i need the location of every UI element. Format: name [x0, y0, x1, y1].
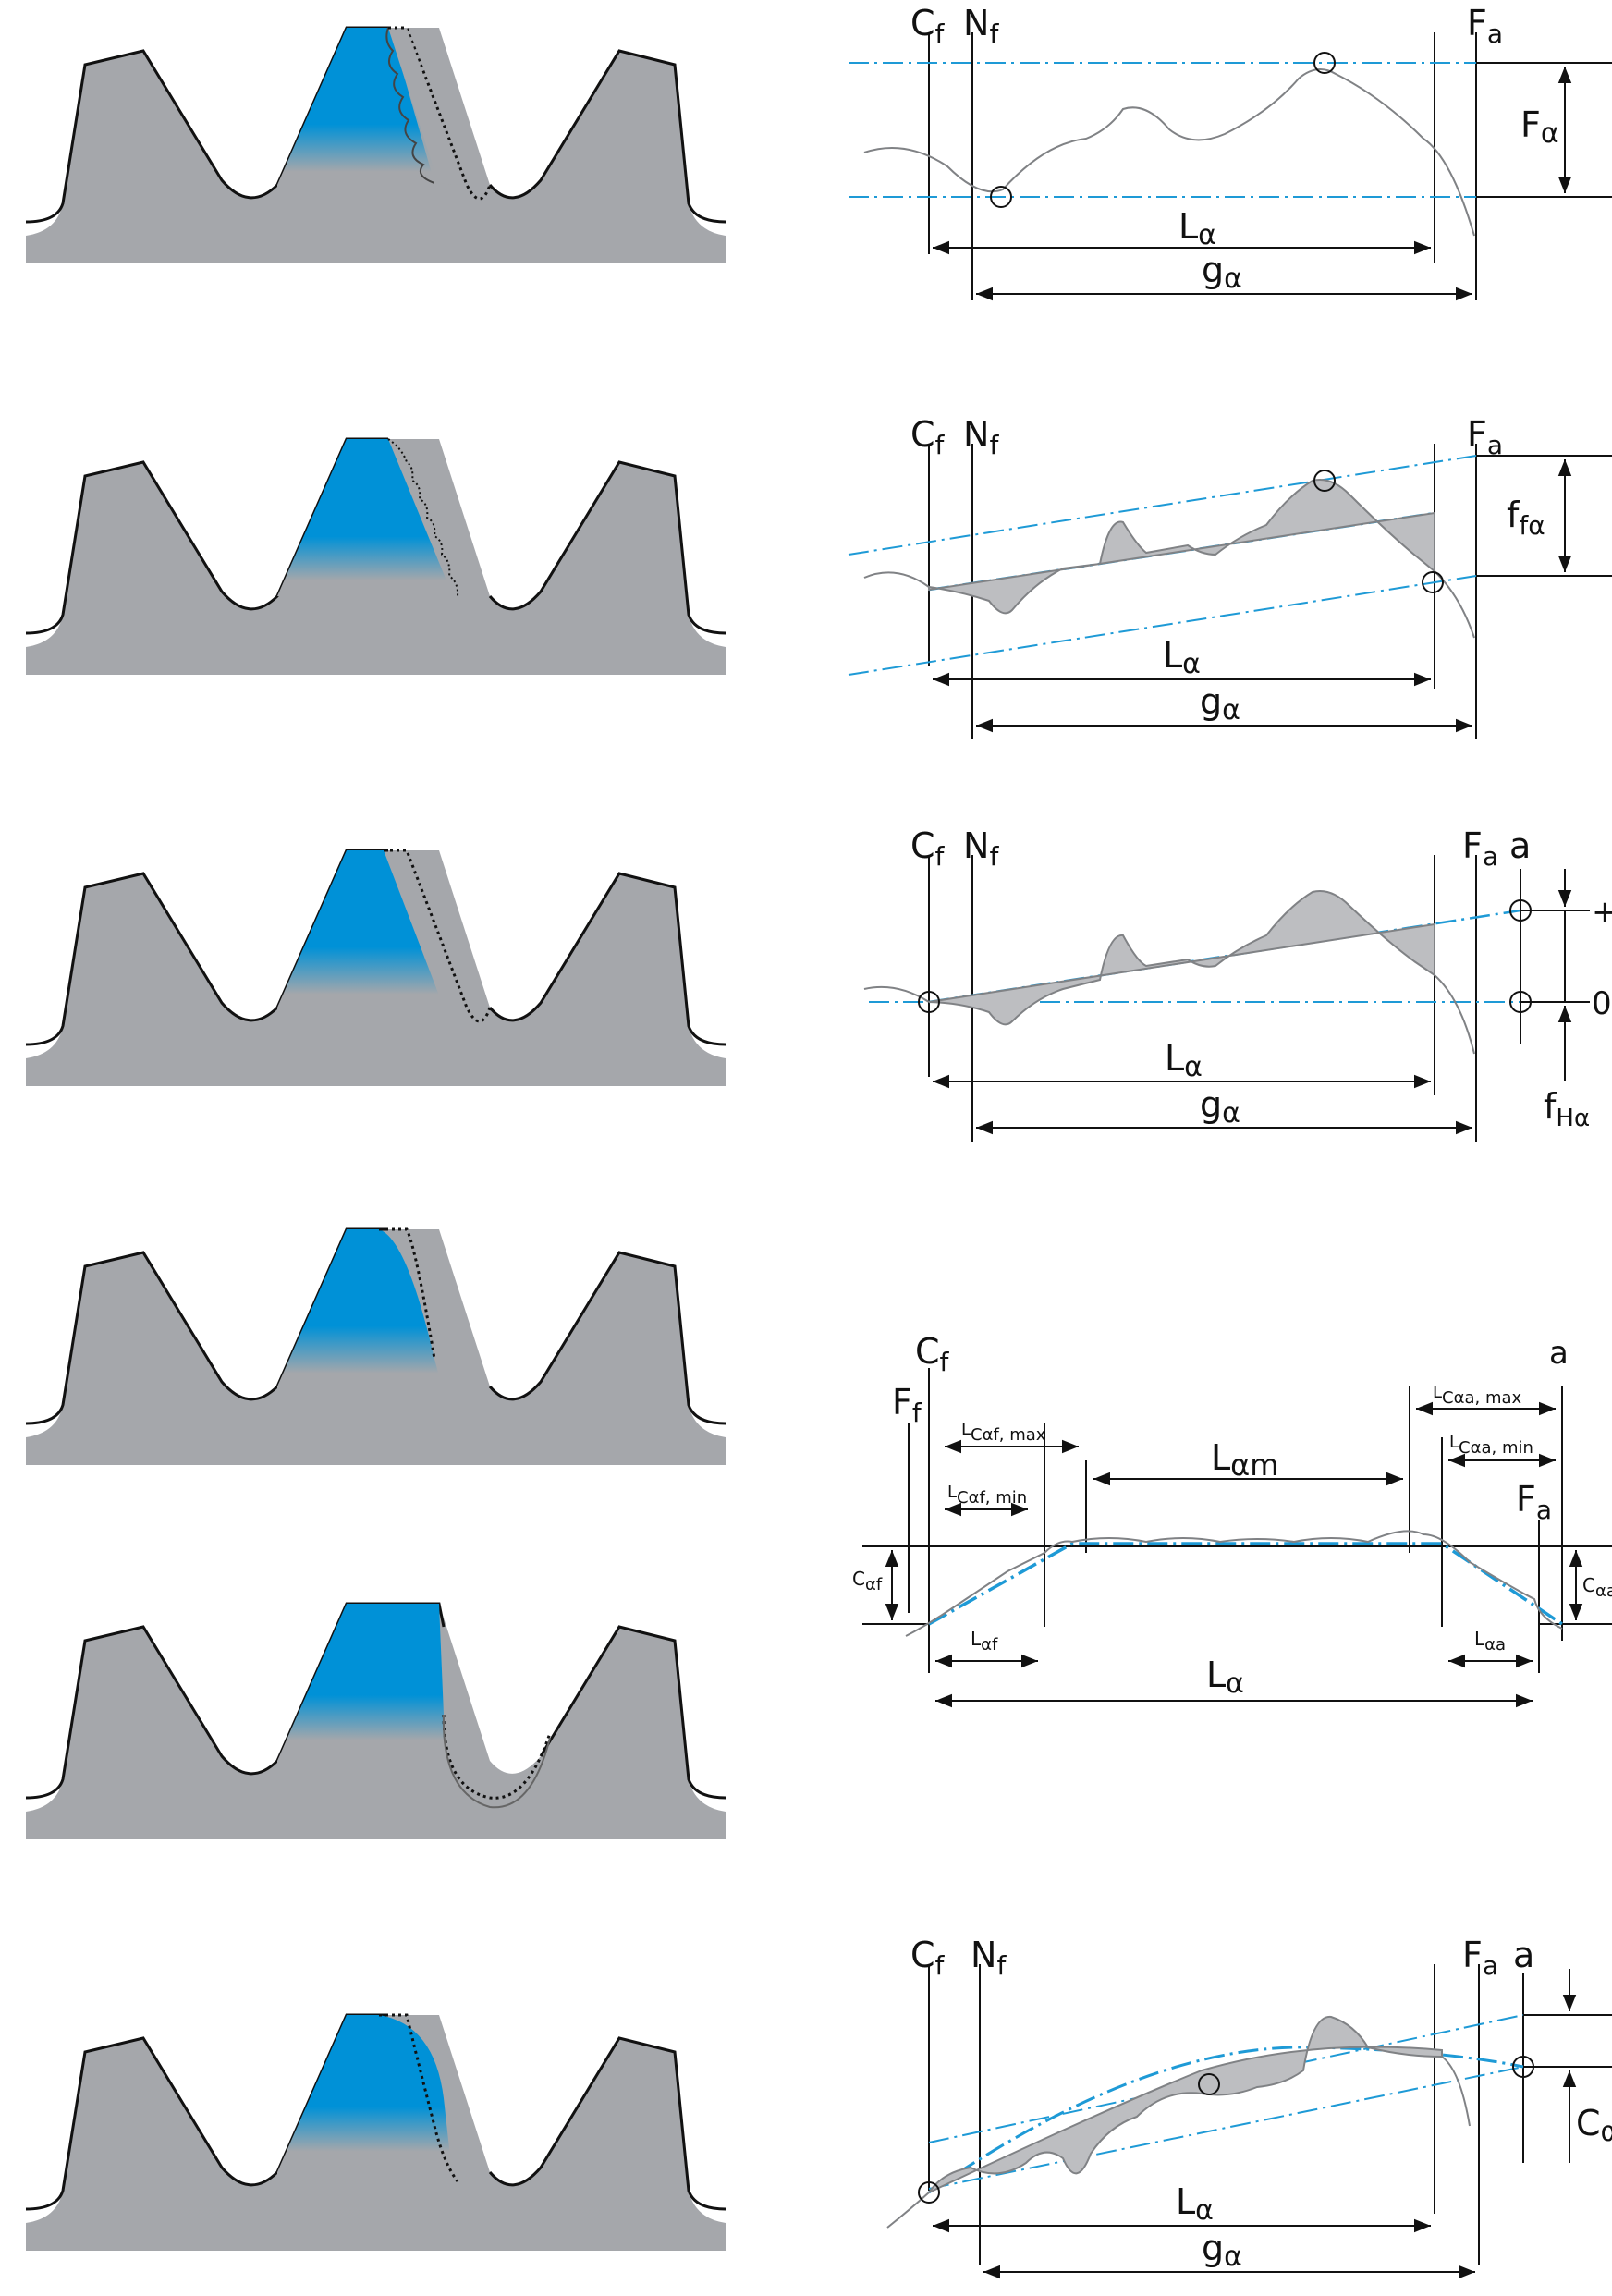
- profile-chart-crowning: Cf Nf Fa a Cα Lα gα: [886, 1935, 1612, 2279]
- svg-text:a: a: [1509, 825, 1531, 866]
- svg-text:Fa: Fa: [1462, 1935, 1498, 1981]
- tooth-flank-blue: [277, 1229, 442, 1405]
- profile-chart-slope-deviation: Cf Nf Fa a + 0 fHα Lα gα: [863, 825, 1612, 1142]
- svg-text:Fa: Fa: [1467, 414, 1503, 460]
- gear-outline: [25, 26, 727, 224]
- svg-text:Cf: Cf: [910, 825, 946, 872]
- svg-text:a: a: [1513, 1935, 1534, 1975]
- measured-profile-line: [905, 1530, 1563, 1637]
- svg-text:Cf: Cf: [910, 1935, 946, 1981]
- svg-text:Lαm: Lαm: [1211, 1437, 1278, 1483]
- svg-text:Lα: Lα: [1178, 206, 1216, 251]
- svg-text:Fa: Fa: [1467, 3, 1503, 49]
- measured-profile-line: [863, 570, 1475, 639]
- svg-text:Fa: Fa: [1462, 825, 1498, 872]
- gear-4: [25, 1227, 727, 1465]
- min-point-marker: [990, 186, 1012, 208]
- tooth-flank-blue: [277, 28, 439, 203]
- gear-2: [25, 437, 727, 675]
- svg-text:gα: gα: [1200, 1084, 1240, 1130]
- deviation-shading: [928, 479, 1435, 615]
- crowning-curve-blue: [928, 2046, 1524, 2194]
- svg-text:LCαf, min: LCαf, min: [947, 1483, 1027, 1508]
- tooth-flank-blue: [277, 439, 453, 596]
- gear-6: [25, 2013, 727, 2251]
- nominal-profile-dotted: [388, 26, 492, 201]
- svg-text:Ff: Ff: [892, 1382, 922, 1428]
- svg-text:Nf: Nf: [963, 3, 999, 49]
- root-profile-dotted: [442, 1714, 552, 1800]
- start-point-marker: [918, 2181, 940, 2204]
- measured-profile-wavy: [385, 27, 435, 184]
- svg-text:LCαa, min: LCαa, min: [1449, 1433, 1533, 1458]
- profile-chart-tip-root-relief: Cf Ff a Fa LCαf, max LCαf, min Lαm LCαa,…: [852, 1331, 1612, 1708]
- svg-text:a: a: [1549, 1335, 1569, 1372]
- svg-text:Cf: Cf: [915, 1331, 950, 1377]
- start-point-marker: [918, 991, 940, 1013]
- relief-line-blue: [928, 1542, 1563, 1626]
- max-point-marker: [1313, 52, 1336, 74]
- svg-text:Cf: Cf: [910, 414, 946, 460]
- svg-text:Lαa: Lαa: [1474, 1628, 1506, 1655]
- pattern-shade: [393, 28, 462, 185]
- svg-text:fHα: fHα: [1544, 1086, 1590, 1132]
- svg-text:Nf: Nf: [963, 414, 999, 460]
- svg-text:+: +: [1592, 894, 1612, 931]
- svg-text:LCαf, max: LCαf, max: [961, 1420, 1046, 1445]
- svg-text:ffα: ffα: [1507, 495, 1545, 541]
- svg-text:Lαf: Lαf: [971, 1628, 998, 1655]
- end-point-lower-marker: [1509, 991, 1532, 1013]
- svg-text:Fα: Fα: [1520, 104, 1559, 150]
- mid-point-marker: [1198, 2073, 1220, 2095]
- gear-1: [25, 26, 727, 263]
- svg-text:0: 0: [1592, 985, 1612, 1022]
- svg-text:Lα: Lα: [1163, 635, 1201, 680]
- deviation-shading: [928, 890, 1435, 1026]
- svg-text:Lα: Lα: [1176, 2181, 1214, 2227]
- svg-text:Cαf: Cαf: [852, 1568, 883, 1594]
- svg-text:gα: gα: [1202, 250, 1242, 295]
- measured-profile-line: [863, 68, 1475, 237]
- svg-text:Nf: Nf: [963, 825, 999, 872]
- svg-text:gα: gα: [1202, 2228, 1242, 2273]
- tooth-flank-blue: [277, 850, 444, 1026]
- svg-text:LCαa, max: LCαa, max: [1433, 1383, 1522, 1408]
- svg-text:Cαa: Cαa: [1582, 1574, 1612, 1601]
- max-point-marker: [1313, 470, 1336, 492]
- svg-text:Fa: Fa: [1516, 1479, 1552, 1525]
- gear-3: [25, 849, 727, 1086]
- end-point-marker: [1512, 2056, 1534, 2078]
- svg-text:Lα: Lα: [1206, 1655, 1244, 1700]
- profile-chart-total-deviation: Cf Nf Fa Fα Lα gα: [849, 3, 1612, 301]
- deviation-shading: [926, 2015, 1443, 2195]
- svg-text:Cf: Cf: [910, 3, 946, 49]
- min-point-marker: [1422, 571, 1444, 593]
- tooth-flank-blue: [277, 2015, 453, 2181]
- gear-5: [25, 1602, 727, 1839]
- end-point-upper-marker: [1509, 899, 1532, 922]
- tooth-flank-blue: [277, 1604, 444, 1770]
- svg-text:Nf: Nf: [971, 1935, 1007, 1981]
- svg-text:gα: gα: [1200, 681, 1240, 727]
- measured-profile-wavy: [387, 438, 459, 597]
- profile-chart-form-deviation: Cf Nf Fa ffα Lα gα: [848, 414, 1612, 739]
- svg-text:Lα: Lα: [1165, 1038, 1203, 1083]
- svg-text:Cα: Cα: [1576, 2103, 1612, 2148]
